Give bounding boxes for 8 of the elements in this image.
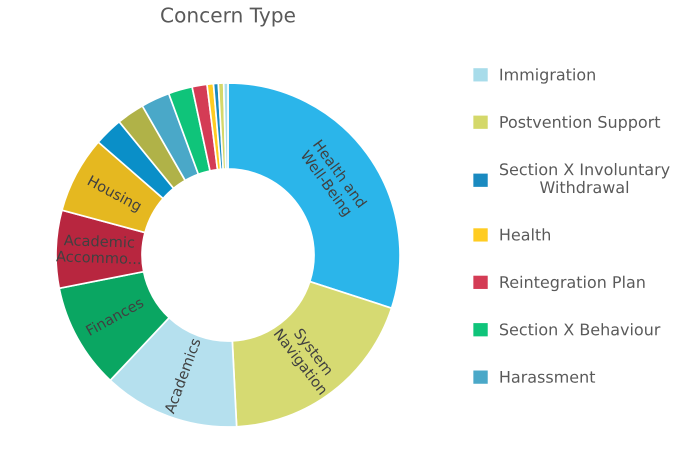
legend-label: Section X Behaviour: [500, 323, 660, 336]
legend-label: Reintegration Plan: [500, 276, 645, 292]
chart-title: Concern Type: [161, 7, 295, 27]
legend-label: Harassment: [500, 371, 596, 383]
legend-label: Immigration: [500, 68, 595, 84]
legend-label: Postvention Support: [500, 116, 660, 132]
legend-label: Health: [500, 228, 550, 241]
legend-label: Section X Involuntary Withdrawal: [500, 163, 670, 194]
